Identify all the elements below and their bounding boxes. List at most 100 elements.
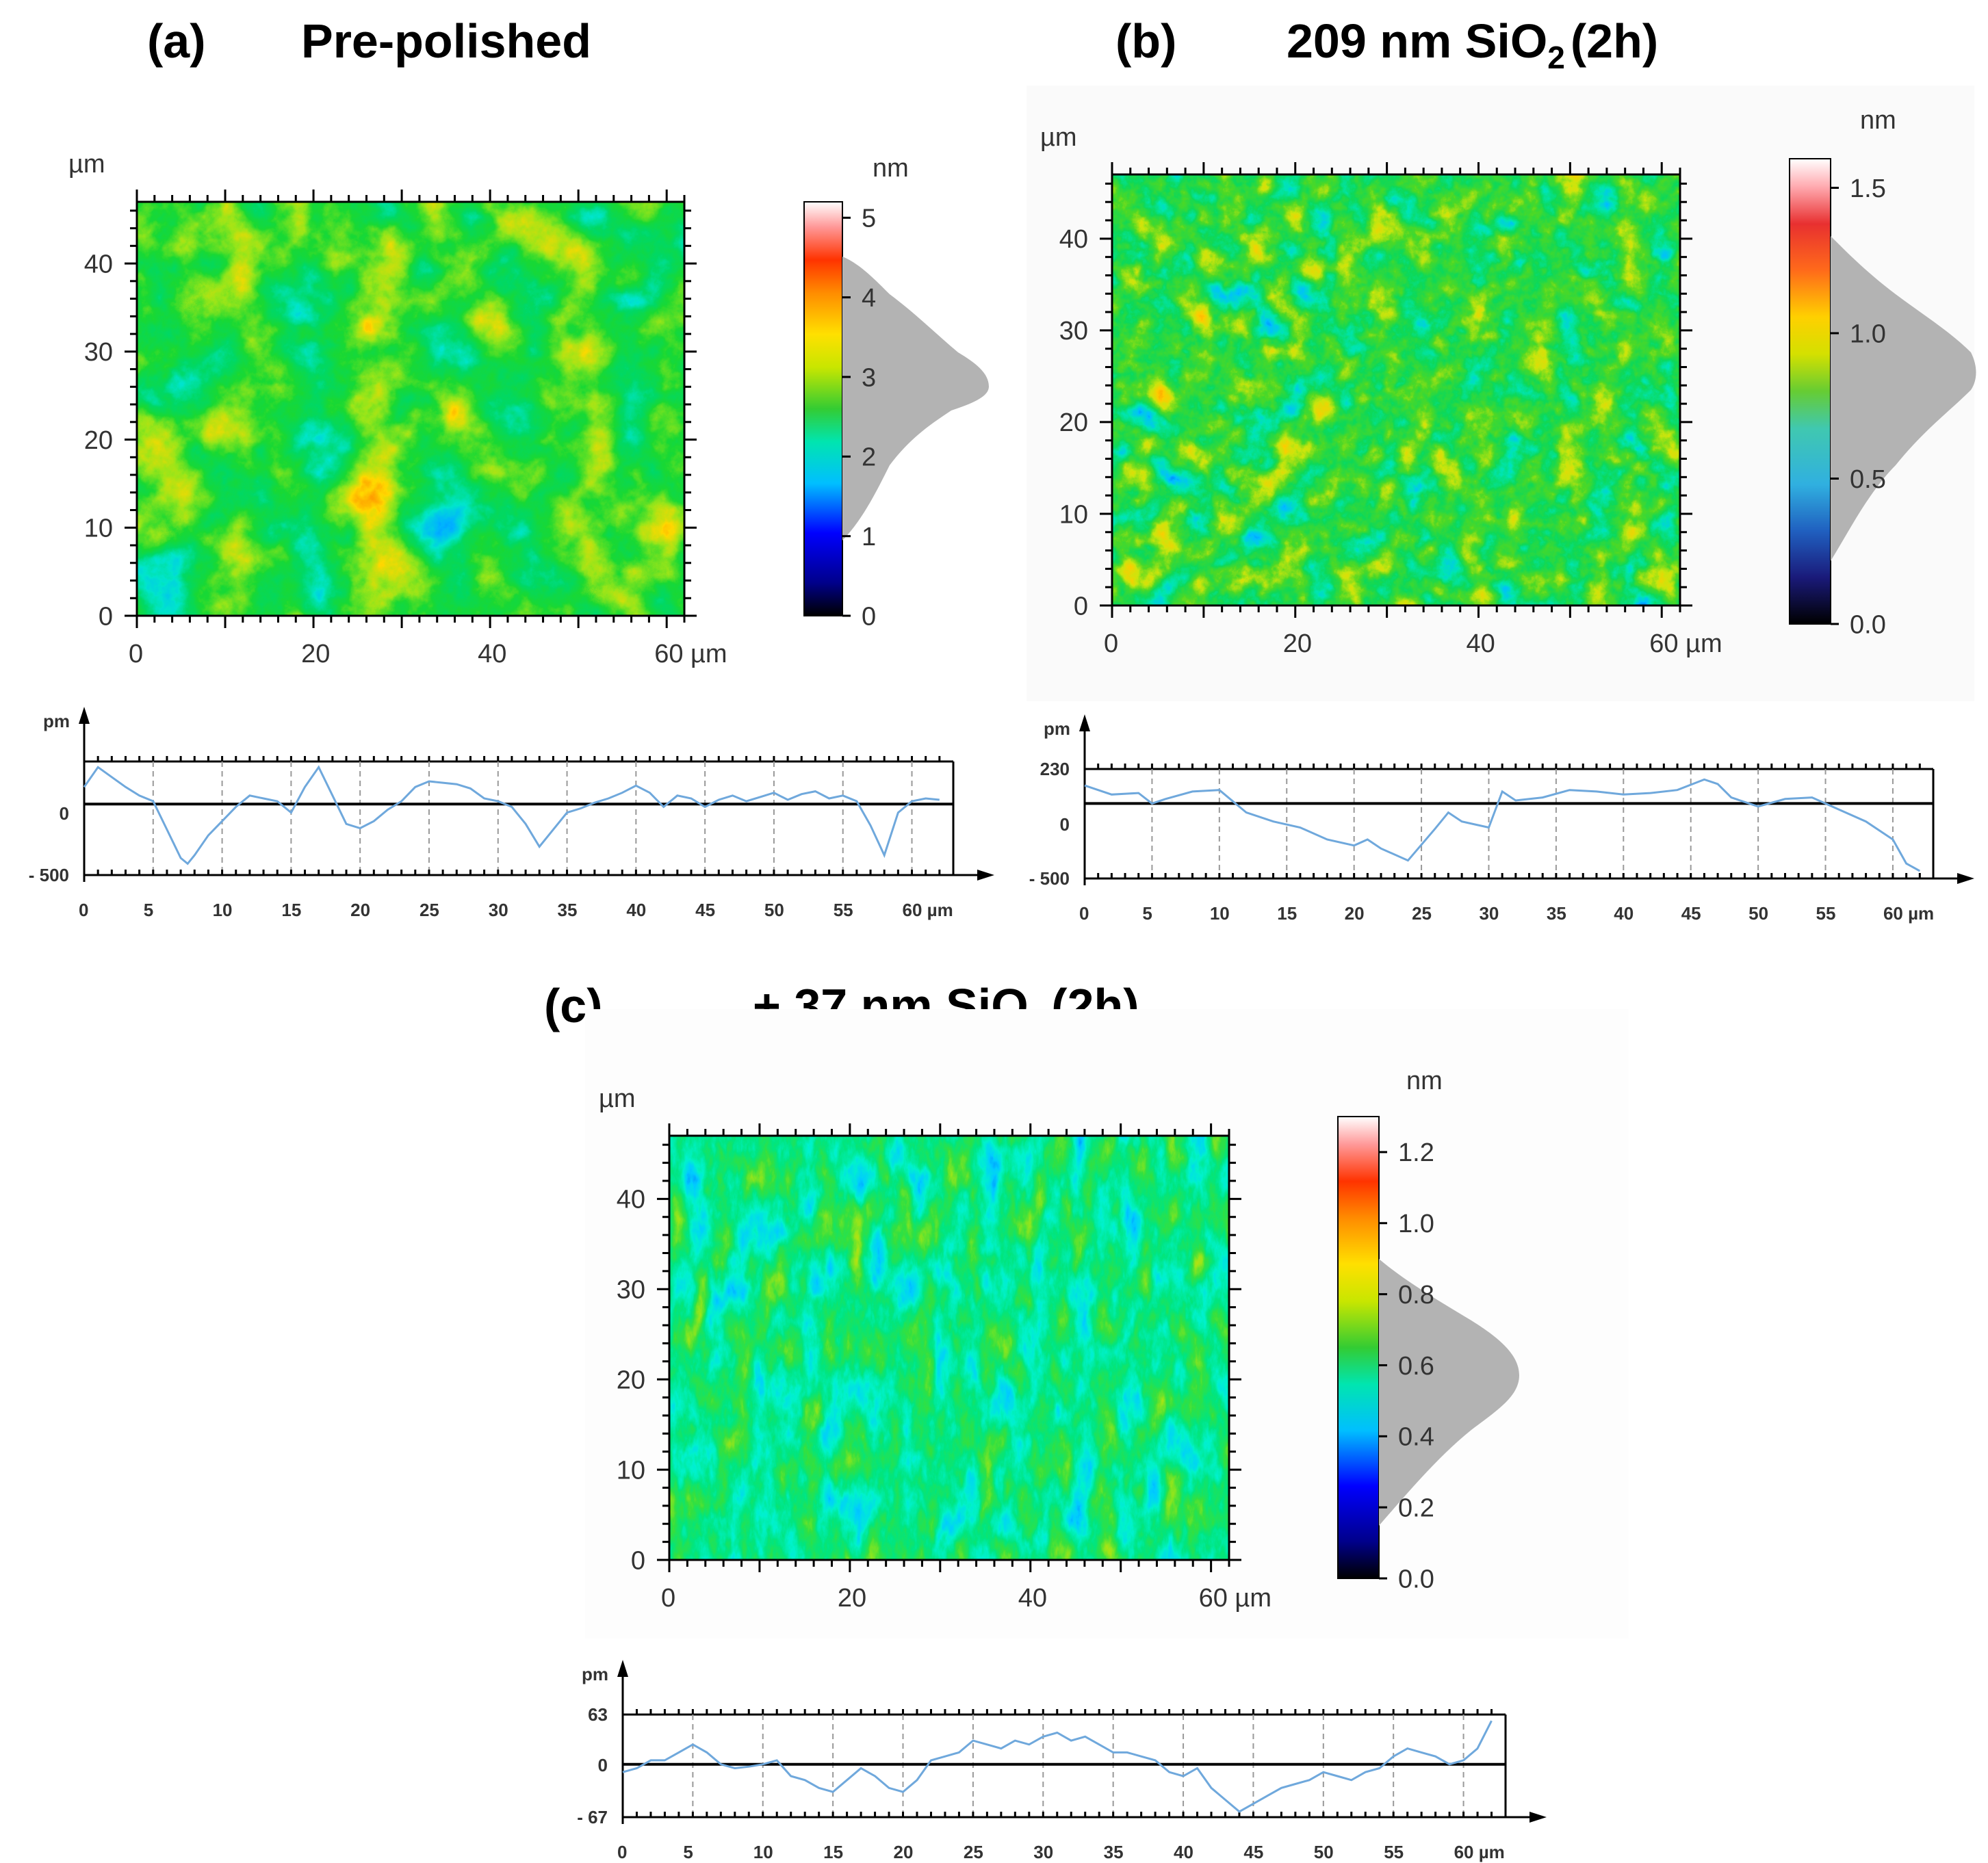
profile-x-tick-label: 60 µm xyxy=(903,900,953,920)
profile-x-tick-label: 20 xyxy=(350,900,370,920)
map-x-tick-label: 40 xyxy=(1018,1584,1047,1613)
map-x-tick-label: 0 xyxy=(1104,629,1118,658)
profile-series-line xyxy=(83,765,940,865)
profile-y-unit: pm xyxy=(43,711,70,731)
map-x-tick-label: 60 µm xyxy=(654,640,727,668)
colorbar-tick-label: 0.0 xyxy=(1850,610,1886,639)
profile-y-tick-label: 230 xyxy=(1040,759,1070,779)
map-y-tick-label: 0 xyxy=(99,602,113,631)
profile-series-line xyxy=(622,1720,1493,1813)
profile-y-arrow xyxy=(1079,714,1090,731)
panel-c-colorbar-histogram xyxy=(1379,1259,1519,1526)
profile-x-tick-label: 60 µm xyxy=(1883,903,1934,924)
profile-x-tick-label: 15 xyxy=(281,900,301,920)
panel-b-colorbar-histogram xyxy=(1831,236,1976,561)
colorbar-tick-label: 0.2 xyxy=(1398,1494,1434,1522)
panel-b-label: (b) xyxy=(1115,14,1177,68)
panel-b-height-map xyxy=(1112,174,1680,605)
profile-x-tick-label: 30 xyxy=(1479,903,1499,924)
panel-b-title: 209 nm SiO2 (2h) xyxy=(1287,14,1658,75)
map-y-tick-label: 30 xyxy=(1059,317,1088,346)
panel-a-title: Pre-polished xyxy=(301,14,591,68)
map-y-tick-label: 40 xyxy=(1059,225,1088,254)
colorbar-tick-label: 0.8 xyxy=(1398,1281,1434,1310)
profile-x-tick-label: 60 µm xyxy=(1454,1842,1505,1862)
panel-a-colorbar xyxy=(803,201,843,616)
map-y-tick-label: 10 xyxy=(617,1456,645,1485)
profile-y-tick-label: - 67 xyxy=(577,1807,608,1827)
profile-x-tick-label: 45 xyxy=(1243,1842,1263,1862)
profile-x-tick-label: 15 xyxy=(823,1842,843,1862)
colorbar-tick-label: 1.0 xyxy=(1398,1210,1434,1238)
profile-x-arrow xyxy=(1529,1812,1547,1823)
profile-x-tick-label: 0 xyxy=(79,900,88,920)
profile-x-tick-label: 45 xyxy=(695,900,715,920)
panel-b-map-y-unit: µm xyxy=(1040,123,1077,152)
colorbar-tick-label: 4 xyxy=(862,284,876,313)
profile-y-tick-label: 63 xyxy=(588,1704,608,1725)
map-x-tick-label: 40 xyxy=(1466,629,1495,658)
profile-x-tick-label: 45 xyxy=(1681,903,1701,924)
map-y-tick-label: 30 xyxy=(84,338,113,367)
colorbar-tick-label: 2 xyxy=(862,443,876,472)
profile-y-tick-label: - 500 xyxy=(29,865,69,885)
map-x-tick-label: 20 xyxy=(301,640,330,668)
profile-y-unit: pm xyxy=(582,1664,608,1684)
map-y-tick-label: 20 xyxy=(617,1366,645,1394)
profile-x-tick-label: 20 xyxy=(894,1842,914,1862)
colorbar-tick-label: 0.5 xyxy=(1850,465,1886,494)
profile-y-tick-label: - 500 xyxy=(1029,868,1070,889)
profile-x-arrow xyxy=(1957,873,1974,884)
profile-series-line xyxy=(1084,778,1921,872)
colorbar-tick-label: 1.5 xyxy=(1850,174,1886,203)
map-x-tick-label: 0 xyxy=(129,640,143,668)
map-x-tick-label: 60 µm xyxy=(1199,1584,1271,1613)
profile-x-tick-label: 40 xyxy=(1174,1842,1193,1862)
profile-x-tick-label: 40 xyxy=(626,900,646,920)
panel-b-colorbar-unit: nm xyxy=(1860,106,1896,135)
panel-c-colorbar-unit: nm xyxy=(1406,1067,1443,1095)
colorbar-tick-label: 1.0 xyxy=(1850,320,1886,348)
profile-x-tick-label: 25 xyxy=(1412,903,1432,924)
profile-x-tick-label: 50 xyxy=(1748,903,1768,924)
panel-b-colorbar xyxy=(1789,158,1831,625)
panel-a-colorbar-unit: nm xyxy=(873,154,909,183)
profile-x-tick-label: 10 xyxy=(1210,903,1230,924)
profile-x-tick-label: 20 xyxy=(1345,903,1365,924)
profile-x-tick-label: 10 xyxy=(213,900,233,920)
profile-x-tick-label: 35 xyxy=(558,900,578,920)
profile-x-tick-label: 40 xyxy=(1614,903,1634,924)
profile-x-tick-label: 30 xyxy=(1033,1842,1053,1862)
profile-x-tick-label: 55 xyxy=(1384,1842,1404,1862)
colorbar-tick-label: 0.4 xyxy=(1398,1423,1434,1452)
colorbar-tick-label: 0 xyxy=(862,602,876,631)
profile-x-tick-label: 0 xyxy=(617,1842,627,1862)
colorbar-tick-label: 1.2 xyxy=(1398,1138,1434,1167)
profile-x-tick-label: 5 xyxy=(683,1842,693,1862)
profile-x-tick-label: 10 xyxy=(753,1842,773,1862)
profile-x-tick-label: 35 xyxy=(1547,903,1566,924)
panel-c-map-y-unit: µm xyxy=(599,1084,636,1113)
profile-x-tick-label: 55 xyxy=(834,900,853,920)
colorbar-tick-label: 0.6 xyxy=(1398,1352,1434,1381)
profile-x-tick-label: 5 xyxy=(144,900,153,920)
panel-b-title-main: 209 nm SiO xyxy=(1287,14,1548,68)
profile-x-tick-label: 0 xyxy=(1079,903,1089,924)
panel-a-label: (a) xyxy=(147,14,206,68)
profile-y-arrow xyxy=(617,1660,628,1677)
map-y-tick-label: 0 xyxy=(631,1546,645,1575)
panel-a-colorbar-histogram xyxy=(842,257,989,616)
map-x-tick-label: 40 xyxy=(478,640,506,668)
map-y-tick-label: 10 xyxy=(84,514,113,543)
map-y-tick-label: 20 xyxy=(84,426,113,455)
map-y-tick-label: 20 xyxy=(1059,408,1088,437)
map-y-tick-label: 0 xyxy=(1074,592,1088,621)
profile-y-tick-label: 0 xyxy=(60,803,69,824)
map-x-tick-label: 0 xyxy=(661,1584,675,1613)
profile-x-tick-label: 35 xyxy=(1104,1842,1124,1862)
map-y-tick-label: 10 xyxy=(1059,500,1088,529)
profile-x-tick-label: 50 xyxy=(764,900,784,920)
